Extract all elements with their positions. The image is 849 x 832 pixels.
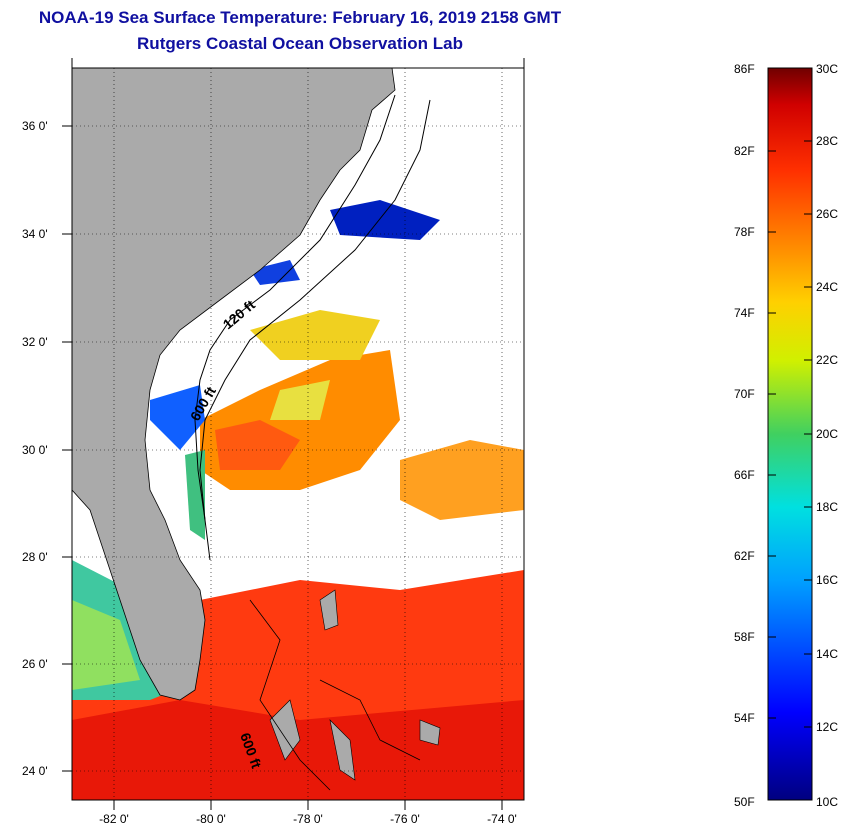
contour-120ft — [194, 94, 396, 561]
colorbar-c-label: 26C — [816, 207, 839, 221]
contour-bahamas — [249, 599, 421, 791]
axis-ticks — [62, 58, 525, 810]
lon-label: -76 0' — [390, 812, 420, 826]
lon-label: -78 0' — [293, 812, 323, 826]
colorbar-c-label: 10C — [816, 795, 839, 809]
lat-label: 34 0' — [22, 227, 48, 241]
island — [419, 719, 441, 746]
gulf-stream-core — [215, 420, 300, 470]
cool-nearshore-patch — [150, 385, 205, 450]
island — [329, 719, 356, 781]
map-image — [72, 68, 524, 800]
contour-600ft — [199, 99, 431, 521]
chart-title: NOAA-19 Sea Surface Temperature: Februar… — [38, 8, 562, 27]
colorbar-c-label: 20C — [816, 427, 839, 441]
land-mainland — [72, 68, 396, 701]
graticule — [72, 68, 524, 800]
shelf-break-water — [250, 310, 380, 360]
lon-label: -80 0' — [196, 812, 226, 826]
island — [269, 699, 301, 761]
colorbar-f-label: 50F — [734, 795, 755, 809]
lat-label: 30 0' — [22, 443, 48, 457]
colorbar-c-label: 12C — [816, 720, 839, 734]
colorbar-ticks — [768, 140, 812, 728]
colorbar-f-label: 78F — [734, 225, 755, 239]
colorbar-c-label: 16C — [816, 573, 839, 587]
colorbar-f-label: 82F — [734, 144, 755, 158]
colorbar-f-label: 86F — [734, 62, 755, 76]
colorbar-c-label: 28C — [816, 134, 839, 148]
colorbar-f-label: 54F — [734, 711, 755, 725]
lon-label: -82 0' — [99, 812, 129, 826]
colorbar-f-label: 62F — [734, 549, 755, 563]
map-frame — [71, 67, 525, 801]
colorbar-c-label: 22C — [816, 353, 839, 367]
warm-water-deep — [72, 700, 524, 800]
colorbar-f-label: 66F — [734, 468, 755, 482]
colorbar-f-label: 70F — [734, 387, 755, 401]
colorbar-c-label: 24C — [816, 280, 839, 294]
mixed-water — [270, 380, 330, 420]
island — [319, 589, 339, 631]
gulf-green-water — [72, 600, 140, 690]
lat-label: 26 0' — [22, 657, 48, 671]
lat-label: 36 0' — [22, 119, 48, 133]
lat-label: 32 0' — [22, 335, 48, 349]
lon-label: -74 0' — [487, 812, 517, 826]
lat-label: 28 0' — [22, 550, 48, 564]
colorbar-c-label: 14C — [816, 647, 839, 661]
offshore-warm-patch — [400, 440, 524, 520]
colorbar-c-label: 30C — [816, 62, 839, 76]
cool-patch-carolinas — [330, 200, 440, 240]
chart-subtitle: Rutgers Coastal Ocean Observation Lab — [137, 34, 463, 53]
colorbar-f-label: 74F — [734, 306, 755, 320]
cool-patch-north — [250, 260, 300, 285]
colorbar-f-label: 58F — [734, 630, 755, 644]
colorbar-c-label: 18C — [816, 500, 839, 514]
lat-label: 24 0' — [22, 764, 48, 778]
